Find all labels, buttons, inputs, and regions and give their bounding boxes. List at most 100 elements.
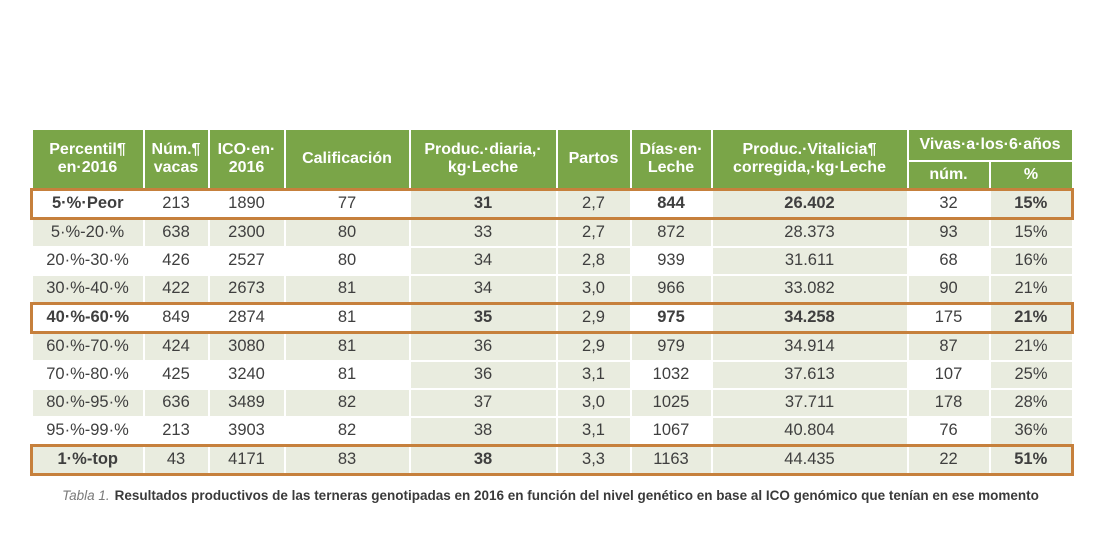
table-cell: 3,0 bbox=[555, 387, 632, 418]
table-cell: 15% bbox=[988, 187, 1074, 220]
table-cell: 34 bbox=[408, 273, 558, 304]
table-cell: 82 bbox=[283, 415, 411, 446]
table-cell: 213 bbox=[142, 187, 210, 220]
table-cell: 849 bbox=[142, 301, 210, 334]
table-cell: 636 bbox=[142, 387, 210, 418]
table-cell: 2,9 bbox=[555, 301, 632, 334]
table-cell: 2300 bbox=[207, 217, 286, 248]
table-cell: 37.711 bbox=[710, 387, 909, 418]
table-cell: 4171 bbox=[207, 443, 286, 476]
table-cell: 35 bbox=[408, 301, 558, 334]
table-cell: 422 bbox=[142, 273, 210, 304]
table-cell: 1067 bbox=[629, 415, 713, 446]
header-vivas-pct: % bbox=[988, 160, 1074, 190]
table-row: 40·%-60·% 849 2874 81 35 2,9 975 34.258 175 21% bbox=[30, 301, 1074, 334]
table-cell: 1032 bbox=[629, 359, 713, 390]
caption-text: Resultados productivos de las terneras g… bbox=[114, 488, 1039, 503]
results-table: Percentil¶ en·2016 Núm.¶ vacas ICO·en· 2… bbox=[30, 128, 1074, 476]
table-cell: 40.804 bbox=[710, 415, 909, 446]
header-row-1: Percentil¶ en·2016 Núm.¶ vacas ICO·en· 2… bbox=[30, 128, 1074, 190]
table-cell: 2673 bbox=[207, 273, 286, 304]
table-cell: 2874 bbox=[207, 301, 286, 334]
table-cell: 83 bbox=[283, 443, 411, 476]
table-cell: 638 bbox=[142, 217, 210, 248]
header-partos: Partos bbox=[555, 128, 632, 190]
table-cell: 15% bbox=[988, 217, 1074, 248]
table-cell: 26.402 bbox=[710, 187, 909, 220]
table-cell: 31.611 bbox=[710, 245, 909, 276]
header-vivas-group: Vivas·a·los·6·años bbox=[906, 128, 1074, 162]
table-cell: 76 bbox=[906, 415, 991, 446]
table-cell: 81 bbox=[283, 273, 411, 304]
table-cell: 87 bbox=[906, 331, 991, 362]
table-cell: 81 bbox=[283, 359, 411, 390]
table-cell: 3,0 bbox=[555, 273, 632, 304]
table-row: 20·%-30·% 426 2527 80 34 2,8 939 31.611 68 16% bbox=[30, 245, 1074, 276]
table-cell: 2,8 bbox=[555, 245, 632, 276]
table-cell: 22 bbox=[906, 443, 991, 476]
table-cell: 68 bbox=[906, 245, 991, 276]
table-cell: 36% bbox=[988, 415, 1074, 446]
table-cell: 16% bbox=[988, 245, 1074, 276]
table-cell: 1163 bbox=[629, 443, 713, 476]
table-row: 1·%-top 43 4171 83 38 3,3 1163 44.435 22 51% bbox=[30, 443, 1074, 476]
table-cell: 90 bbox=[906, 273, 991, 304]
table-cell: 21% bbox=[988, 331, 1074, 362]
table-cell: 31 bbox=[408, 187, 558, 220]
table-body: 5·%·Peor 213 1890 77 31 2,7 844 26.402 32 15% 5·%-… bbox=[30, 187, 1074, 476]
table-cell: 844 bbox=[629, 187, 713, 220]
table-cell: 33 bbox=[408, 217, 558, 248]
header-calificacion: Calificación bbox=[283, 128, 411, 190]
table-cell: 1025 bbox=[629, 387, 713, 418]
caption-label: Tabla 1. bbox=[62, 488, 110, 503]
table-cell: 3489 bbox=[207, 387, 286, 418]
table-cell: 37.613 bbox=[710, 359, 909, 390]
table-row: 5·%·Peor 213 1890 77 31 2,7 844 26.402 32 15% bbox=[30, 187, 1074, 220]
header-produc-vitalicia: Produc.·Vitalicia¶ corregida,·kg·Leche bbox=[710, 128, 909, 190]
table-cell: 34.914 bbox=[710, 331, 909, 362]
table-cell: 425 bbox=[142, 359, 210, 390]
table-cell: 33.082 bbox=[710, 273, 909, 304]
table-cell: 5·%-20·% bbox=[30, 217, 145, 248]
table-cell: 60·%-70·% bbox=[30, 331, 145, 362]
table-cell: 3240 bbox=[207, 359, 286, 390]
table-cell: 1890 bbox=[207, 187, 286, 220]
header-vivas-num: núm. bbox=[906, 160, 991, 190]
table-cell: 93 bbox=[906, 217, 991, 248]
table-cell: 70·%-80·% bbox=[30, 359, 145, 390]
table-cell: 3,1 bbox=[555, 415, 632, 446]
table-cell: 95·%-99·% bbox=[30, 415, 145, 446]
table-cell: 28.373 bbox=[710, 217, 909, 248]
table-cell: 979 bbox=[629, 331, 713, 362]
table-cell: 213 bbox=[142, 415, 210, 446]
table-cell: 3,1 bbox=[555, 359, 632, 390]
header-num-vacas: Núm.¶ vacas bbox=[142, 128, 210, 190]
header-percentil: Percentil¶ en·2016 bbox=[30, 128, 145, 190]
table-cell: 178 bbox=[906, 387, 991, 418]
header-dias-leche: Días·en· Leche bbox=[629, 128, 713, 190]
table-cell: 28% bbox=[988, 387, 1074, 418]
table-row: 70·%-80·% 425 3240 81 36 3,1 1032 37.613 107 25% bbox=[30, 359, 1074, 390]
table-cell: 34.258 bbox=[710, 301, 909, 334]
table-caption: Tabla 1. Resultados productivos de las te… bbox=[30, 487, 1071, 504]
table-cell: 51% bbox=[988, 443, 1074, 476]
table-cell: 3903 bbox=[207, 415, 286, 446]
table-cell: 426 bbox=[142, 245, 210, 276]
table-cell: 2,7 bbox=[555, 187, 632, 220]
table-cell: 975 bbox=[629, 301, 713, 334]
table-cell: 424 bbox=[142, 331, 210, 362]
table-cell: 80 bbox=[283, 245, 411, 276]
table-cell: 25% bbox=[988, 359, 1074, 390]
table-cell: 38 bbox=[408, 443, 558, 476]
table-cell: 175 bbox=[906, 301, 991, 334]
table-cell: 40·%-60·% bbox=[30, 301, 145, 334]
table-cell: 30·%-40·% bbox=[30, 273, 145, 304]
table-cell: 36 bbox=[408, 331, 558, 362]
table-cell: 5·%·Peor bbox=[30, 187, 145, 220]
table-cell: 107 bbox=[906, 359, 991, 390]
header-produc-diaria: Produc.·diaria,· kg·Leche bbox=[408, 128, 558, 190]
header-row-2: núm. % bbox=[32, 160, 1074, 190]
table-cell: 21% bbox=[988, 273, 1074, 304]
table-cell: 21% bbox=[988, 301, 1074, 334]
